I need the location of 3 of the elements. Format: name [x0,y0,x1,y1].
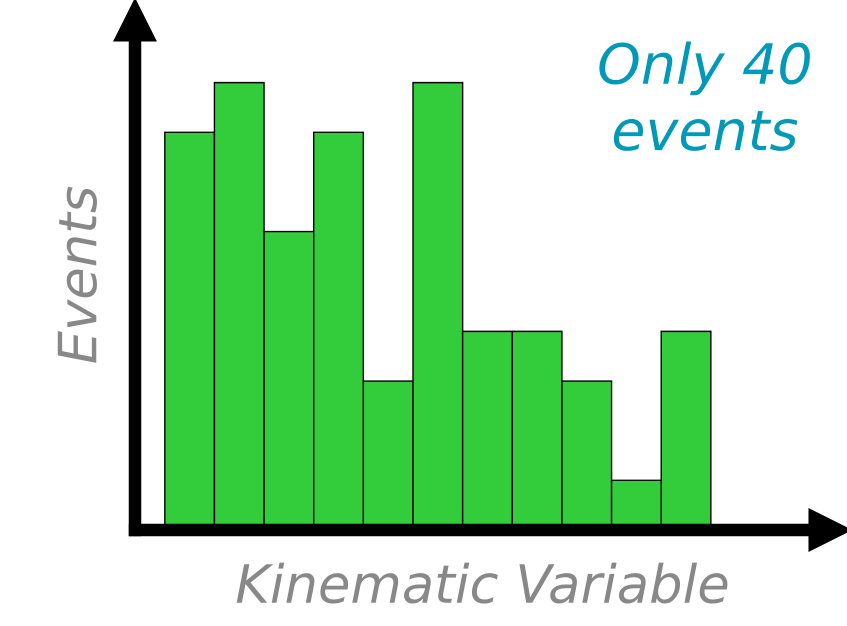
x-axis-title: Kinematic Variable [236,562,728,604]
y-axis-title: Events [58,186,97,363]
annotation: Only 40 events [599,42,810,151]
